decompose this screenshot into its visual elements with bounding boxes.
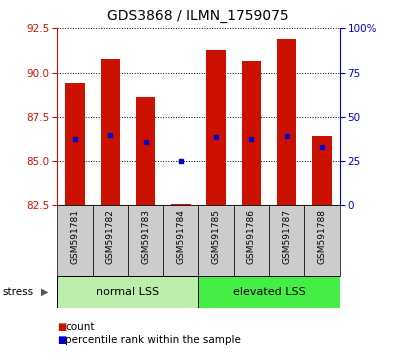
Bar: [207, 50, 226, 205]
Bar: [57, 205, 92, 276]
Text: percentile rank within the sample: percentile rank within the sample: [65, 335, 241, 345]
Text: GDS3868 / ILMN_1759075: GDS3868 / ILMN_1759075: [107, 9, 288, 23]
Text: ■: ■: [57, 335, 66, 345]
Text: GSM591785: GSM591785: [212, 209, 221, 264]
Bar: [199, 205, 234, 276]
Bar: [163, 205, 198, 276]
Bar: [57, 276, 199, 308]
Bar: [277, 39, 297, 205]
Bar: [234, 205, 269, 276]
Bar: [312, 136, 332, 205]
Text: ▶: ▶: [41, 287, 48, 297]
Text: GSM591783: GSM591783: [141, 209, 150, 264]
Bar: [136, 97, 155, 205]
Bar: [128, 205, 163, 276]
Bar: [171, 204, 190, 205]
Text: ■: ■: [57, 322, 66, 332]
Text: GSM591784: GSM591784: [176, 209, 185, 264]
Text: elevated LSS: elevated LSS: [233, 287, 305, 297]
Bar: [65, 83, 85, 205]
Bar: [199, 276, 340, 308]
Text: stress: stress: [2, 287, 33, 297]
Text: GSM591786: GSM591786: [247, 209, 256, 264]
Text: GSM591781: GSM591781: [70, 209, 79, 264]
Bar: [242, 61, 261, 205]
Text: normal LSS: normal LSS: [96, 287, 160, 297]
Bar: [269, 205, 305, 276]
Text: GSM591788: GSM591788: [318, 209, 327, 264]
Text: GSM591782: GSM591782: [106, 209, 115, 264]
Text: GSM591787: GSM591787: [282, 209, 291, 264]
Bar: [92, 205, 128, 276]
Bar: [305, 205, 340, 276]
Text: count: count: [65, 322, 95, 332]
Bar: [100, 59, 120, 205]
